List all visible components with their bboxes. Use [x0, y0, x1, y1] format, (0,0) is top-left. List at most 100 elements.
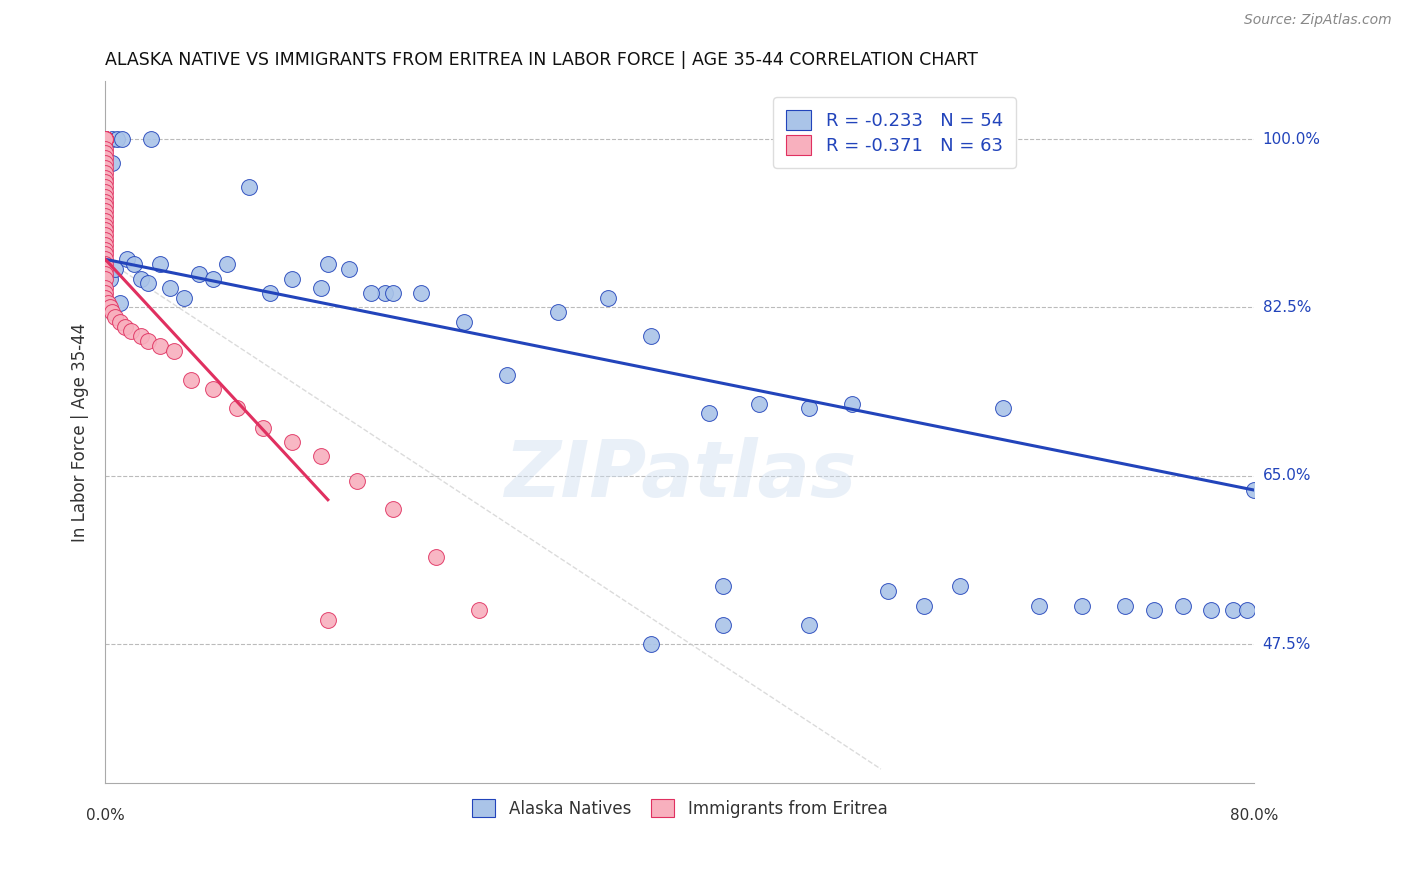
Point [94, 209, 117, 223]
Point [1028, 599, 1050, 613]
Point [94, 132, 117, 146]
Point [467, 603, 489, 617]
Point [105, 132, 128, 146]
Point [381, 502, 404, 516]
Point [346, 474, 368, 488]
Point [94, 228, 117, 243]
Point [94, 175, 117, 189]
Point [101, 132, 124, 146]
Point [339, 261, 361, 276]
Point [104, 310, 127, 324]
Point [94, 285, 117, 300]
Point [547, 305, 569, 319]
Point [94, 194, 117, 209]
Point [841, 396, 863, 410]
Point [94, 199, 117, 213]
Text: ALASKA NATIVE VS IMMIGRANTS FROM ERITREA IN LABOR FORCE | AGE 35-44 CORRELATION : ALASKA NATIVE VS IMMIGRANTS FROM ERITREA… [105, 51, 979, 69]
Point [94, 156, 117, 170]
Point [640, 329, 662, 343]
Point [149, 339, 172, 353]
Point [94, 185, 117, 199]
Point [94, 132, 117, 146]
Point [94, 223, 117, 237]
Point [711, 579, 734, 593]
Point [98, 271, 121, 285]
Point [94, 132, 117, 146]
Point [1236, 603, 1258, 617]
Point [101, 305, 124, 319]
Point [94, 132, 117, 146]
Point [201, 271, 224, 285]
Point [94, 233, 117, 247]
Text: 0.0%: 0.0% [86, 808, 125, 823]
Point [217, 257, 239, 271]
Text: 100.0%: 100.0% [1263, 131, 1320, 146]
Point [94, 132, 117, 146]
Point [94, 166, 117, 180]
Point [94, 151, 117, 165]
Point [180, 372, 202, 386]
Point [94, 132, 117, 146]
Point [120, 325, 142, 339]
Point [281, 271, 304, 285]
Point [108, 295, 131, 310]
Point [797, 617, 820, 632]
Point [94, 161, 117, 175]
Point [94, 247, 117, 261]
Point [94, 132, 117, 146]
Point [129, 329, 152, 343]
Point [309, 281, 332, 295]
Point [596, 291, 619, 305]
Point [94, 243, 117, 257]
Point [94, 214, 117, 228]
Point [98, 301, 121, 315]
Point [316, 613, 339, 627]
Point [104, 261, 127, 276]
Point [136, 334, 159, 348]
Point [94, 132, 117, 146]
Point [1222, 603, 1244, 617]
Point [94, 190, 117, 204]
Point [94, 219, 117, 233]
Point [711, 617, 734, 632]
Point [374, 285, 396, 300]
Point [159, 281, 181, 295]
Point [1143, 603, 1166, 617]
Point [94, 170, 117, 185]
Point [187, 267, 209, 281]
Point [912, 599, 935, 613]
Point [381, 285, 404, 300]
Point [453, 315, 475, 329]
Point [309, 450, 332, 464]
Point [94, 132, 117, 146]
Point [129, 271, 152, 285]
Point [111, 132, 134, 146]
Point [281, 435, 304, 450]
Point [94, 146, 117, 161]
Point [94, 238, 117, 252]
Text: 80.0%: 80.0% [1230, 808, 1278, 823]
Point [316, 257, 339, 271]
Point [991, 401, 1014, 416]
Point [748, 396, 770, 410]
Point [877, 584, 900, 599]
Point [1171, 599, 1194, 613]
Text: 47.5%: 47.5% [1263, 637, 1310, 651]
Point [108, 315, 131, 329]
Point [114, 319, 136, 334]
Point [141, 132, 163, 146]
Point [201, 382, 224, 396]
Legend: Alaska Natives, Immigrants from Eritrea: Alaska Natives, Immigrants from Eritrea [465, 792, 894, 824]
Text: Source: ZipAtlas.com: Source: ZipAtlas.com [1244, 13, 1392, 28]
Point [1201, 603, 1223, 617]
Point [797, 401, 820, 416]
Point [173, 291, 195, 305]
Point [101, 156, 124, 170]
Point [496, 368, 519, 382]
Point [149, 257, 172, 271]
Point [949, 579, 972, 593]
Point [122, 257, 145, 271]
Point [115, 252, 138, 267]
Point [94, 142, 117, 156]
Point [1071, 599, 1094, 613]
